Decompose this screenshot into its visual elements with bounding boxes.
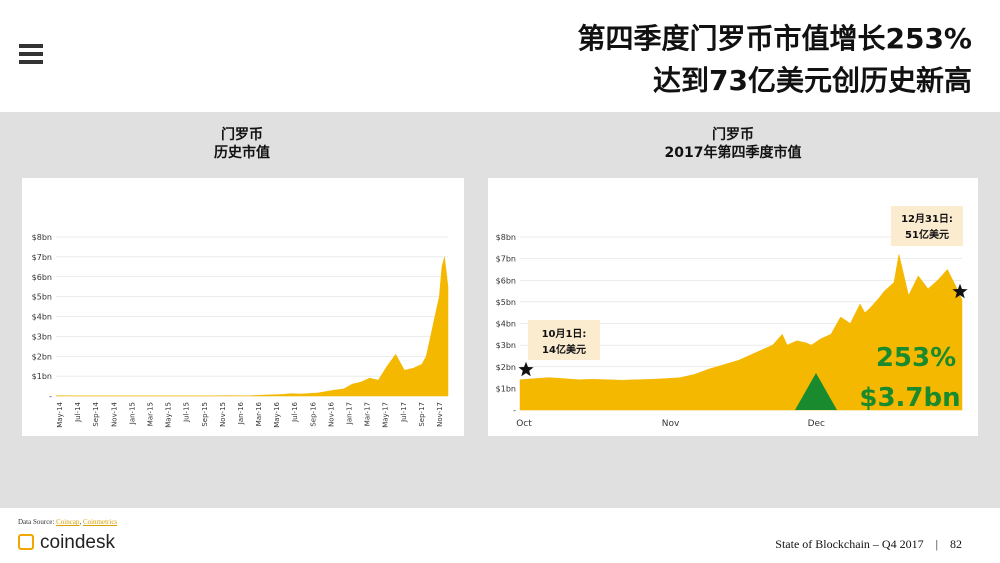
footer (0, 508, 1000, 563)
right-y-tick-label: $8bn (496, 233, 516, 242)
data-source: Data Source: Coincap, Coinmetrics (18, 518, 118, 526)
right-chart-title-line-1: 门罗币 (712, 127, 754, 143)
left-chart-title: 门罗币 历史市值 (22, 126, 462, 162)
right-y-tick-label: $7bn (496, 255, 516, 264)
right-chart-title: 门罗币 2017年第四季度市值 (488, 126, 978, 162)
page-number: 82 (950, 537, 962, 551)
end-star-icon (952, 283, 968, 299)
right-y-tick-label: $2bn (496, 363, 516, 372)
left-chart: - $1bn $2bn $3bn $4bn $5bn $6bn $7bn $8bn May-14 J… (32, 233, 449, 428)
end-label-line-2: 51亿美元 (905, 228, 949, 241)
coindesk-logo: coindesk (18, 532, 115, 554)
start-label-line-1: 10月1日: (542, 328, 587, 340)
start-star-icon (518, 361, 534, 377)
left-y-tick-label: $5bn (32, 293, 52, 302)
coindesk-logo-icon (18, 534, 34, 550)
left-chart-panel: - $1bn $2bn $3bn $4bn $5bn $6bn $7bn $8bn May-14 J… (22, 178, 464, 436)
title-line-1: 第四季度门罗币市值增长253% (577, 22, 972, 55)
left-x-tick-label: Jul-14 (74, 401, 82, 422)
left-x-tick-label: Jul-16 (291, 401, 299, 422)
left-chart-title-line-2: 历史市值 (214, 145, 270, 161)
left-y-tick-label: $2bn (32, 352, 52, 361)
left-x-tick-label: Jul-17 (400, 402, 408, 423)
left-x-tick-label: Jul-15 (183, 402, 191, 423)
left-x-tick-label: Jan-17 (346, 402, 354, 425)
logo-text: coindesk (40, 532, 115, 553)
right-area-series (519, 254, 963, 411)
right-y-tick-label: $3bn (496, 341, 516, 350)
right-x-tick-label: Oct (516, 419, 532, 429)
right-chart-panel: - $1bn $2bn $3bn $4bn $5bn $6bn $7bn $8bn Oct Nov D… (488, 178, 978, 436)
title-line-2: 达到73亿美元创历史新高 (653, 64, 972, 97)
left-x-tick-label: May-15 (165, 402, 173, 428)
left-y-tick-label: $4bn (32, 313, 52, 322)
header: 第四季度门罗币市值增长253% 达到73亿美元创历史新高 (0, 0, 1000, 112)
growth-triangle-icon (795, 373, 837, 410)
end-label-box (891, 206, 963, 246)
left-chart-title-line-1: 门罗币 (221, 127, 263, 143)
footer-separator: | (935, 537, 938, 551)
left-y-tick-label: $7bn (32, 253, 52, 262)
left-y-tick-label: $3bn (32, 332, 52, 341)
left-x-tick-label: Jan-15 (128, 402, 136, 425)
left-x-tick-label: May-14 (56, 401, 64, 427)
start-label-box (528, 320, 600, 360)
right-y-tick-label: $1bn (496, 384, 516, 393)
left-x-tick-label: Sep-14 (92, 401, 100, 426)
left-x-tick-label: Nov-15 (219, 402, 227, 427)
left-x-tick-label: Sep-15 (201, 402, 209, 427)
left-x-tick-label: Sep-16 (309, 401, 317, 426)
right-chart-title-line-2: 2017年第四季度市值 (664, 145, 802, 161)
left-y-tick-label: - (49, 392, 52, 401)
left-x-tick-label: Nov-16 (327, 401, 335, 426)
left-x-tick-label: Mar-17 (364, 402, 372, 426)
end-label-line-1: 12月31日: (901, 213, 953, 225)
right-x-tick-label: Nov (662, 419, 680, 429)
left-x-tick-label: Nov-14 (110, 401, 118, 426)
right-y-tick-label: $6bn (496, 276, 516, 285)
growth-amount: $3.7bn (859, 383, 960, 413)
left-x-tick-label: Mar-16 (255, 401, 263, 426)
right-x-tick-label: Dec (808, 419, 825, 429)
menu-icon[interactable] (19, 44, 43, 64)
data-source-prefix: Data Source: (18, 518, 57, 526)
start-label-line-2: 14亿美元 (542, 343, 586, 356)
right-y-tick-label: $4bn (496, 320, 516, 329)
left-x-tick-label: May-16 (273, 401, 281, 427)
left-area-series (55, 256, 449, 397)
right-chart: - $1bn $2bn $3bn $4bn $5bn $6bn $7bn $8bn Oct Nov D… (496, 206, 968, 429)
left-x-tick-label: Nov-17 (436, 402, 444, 427)
left-x-tick-label: Jan-16 (237, 401, 245, 425)
growth-percent: 253% (876, 343, 956, 373)
right-y-tick-label: $5bn (496, 298, 516, 307)
source-link-coincap[interactable]: Coincap (56, 518, 80, 526)
left-y-tick-label: $8bn (32, 233, 52, 242)
source-link-coinmetrics[interactable]: Coinmetrics (82, 518, 118, 526)
report-name: State of Blockchain – Q4 2017 (775, 537, 924, 551)
footer-report: State of Blockchain – Q4 2017 | 82 (775, 537, 962, 552)
left-x-tick-label: May-17 (382, 402, 390, 428)
page-title: 第四季度门罗币市值增长253% 达到73亿美元创历史新高 (577, 18, 972, 102)
right-y-tick-label: - (513, 406, 516, 415)
left-x-tick-label: Mar-15 (146, 402, 154, 426)
left-y-tick-label: $1bn (32, 372, 52, 381)
left-x-tick-label: Sep-17 (418, 402, 426, 427)
left-y-tick-label: $6bn (32, 273, 52, 282)
